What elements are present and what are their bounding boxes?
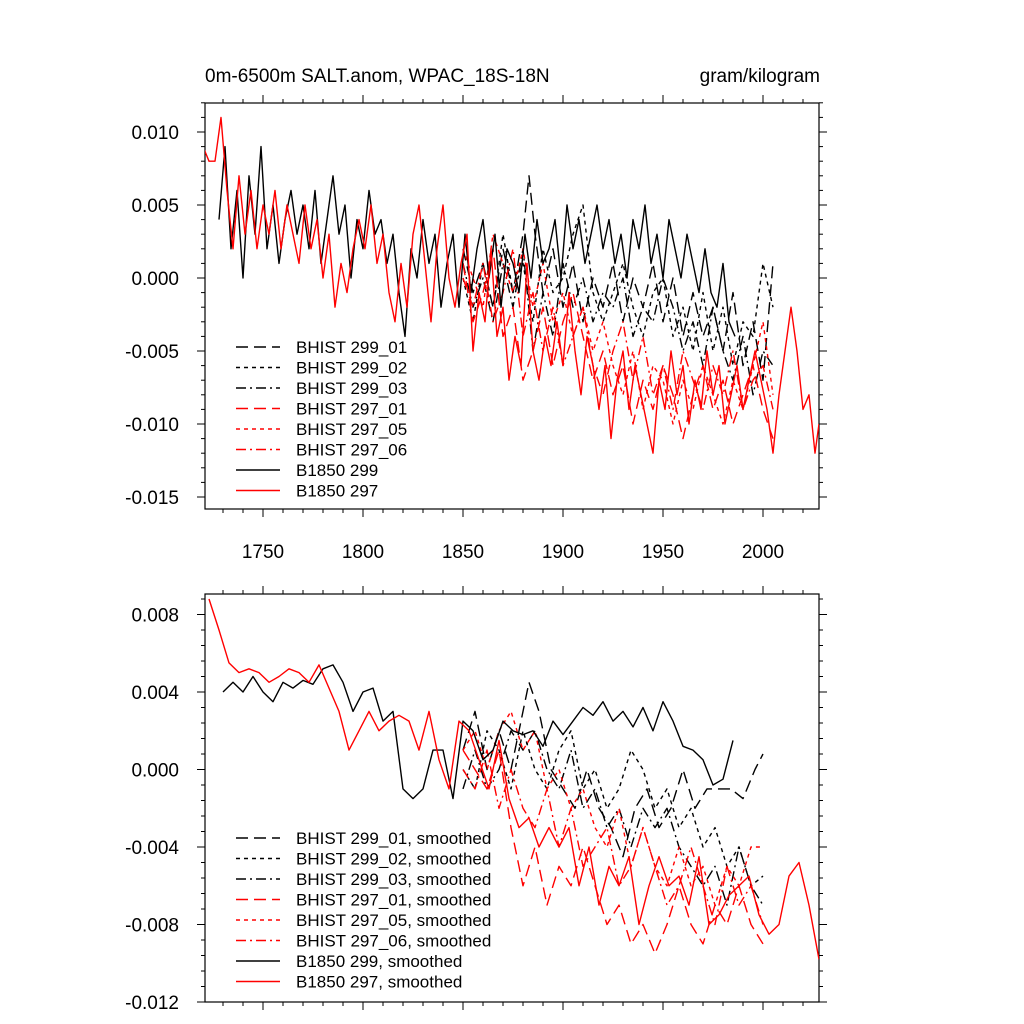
series-line-6 [462,749,764,926]
series-line-8 [208,598,819,960]
y-tick-label: -0.015 [125,488,179,509]
y-tick-label: -0.005 [125,342,179,363]
series-group-top [205,116,819,454]
plot-frame-bottom [204,593,820,1003]
y-tick-label: 0.005 [131,196,179,217]
x-tick-label: 1800 [342,542,384,563]
legend-label: BHIST 297_06, smoothed [296,932,491,951]
legend-label: B1850 297 [296,482,378,501]
plot-frame-top [204,102,820,510]
y-tick-label: -0.004 [125,838,179,859]
x-tick-label: 1750 [242,542,284,563]
legend-label: BHIST 299_03 [296,379,407,398]
legend-bottom: BHIST 299_01, smoothed BHIST 299_02, smoo… [236,829,491,992]
series-line-3 [462,730,764,906]
series-line-5 [462,233,774,425]
x-tick-label: 2000 [742,542,784,563]
series-line-4 [462,749,764,955]
y-tick-label: 0.010 [131,123,179,144]
series-group-bottom [208,598,819,960]
y-tick-label: 0.000 [131,761,179,782]
legend-label: BHIST 299_03, smoothed [296,870,491,889]
x-tick-label: 1950 [642,542,684,563]
legend-label: BHIST 297_05 [296,420,407,439]
series-line-7 [222,664,734,800]
series-line-1 [462,681,764,858]
chart-title: 0m-6500m SALT.anom, WPAC_18S-18N [205,66,550,87]
y-tick-label: -0.008 [125,916,179,937]
series-line-3 [462,248,774,396]
y-tick-label: -0.012 [125,993,179,1014]
series-line-5 [462,710,763,906]
legend-label: BHIST 297_01, smoothed [296,891,491,910]
legend-label: BHIST 299_01 [296,338,407,357]
legend-label: BHIST 297_06 [296,441,407,460]
series-line-2 [462,730,764,887]
legend-label: B1850 297, smoothed [296,973,462,992]
legend-label: B1850 299 [296,461,378,480]
legend-label: BHIST 299_02 [296,359,407,378]
units-label: gram/kilogram [700,66,820,87]
legend-label: BHIST 297_01 [296,400,407,419]
y-tick-label: 0.008 [131,606,179,627]
series-line-8 [205,116,819,454]
series-line-7 [218,145,736,338]
series-line-2 [462,204,774,367]
y-tick-label: 0.000 [131,269,179,290]
axis-ticks-bottom: -0.012 -0.008 -0.004 0.000 0.004 0.008 [125,586,827,1014]
x-tick-label: 1850 [442,542,484,563]
x-tick-label: 1900 [542,542,584,563]
y-tick-label: 0.004 [131,683,179,704]
legend-label: BHIST 297_05, smoothed [296,911,491,930]
legend-label: BHIST 299_02, smoothed [296,850,491,869]
legend-label: BHIST 299_01, smoothed [296,829,491,848]
legend-label: B1850 299, smoothed [296,952,462,971]
axis-ticks-top: 1750 1800 1850 1900 1950 2000 -0.015 -0.010 -0.0… [125,95,827,563]
series-line-1 [462,175,774,381]
y-tick-label: -0.010 [125,415,179,436]
